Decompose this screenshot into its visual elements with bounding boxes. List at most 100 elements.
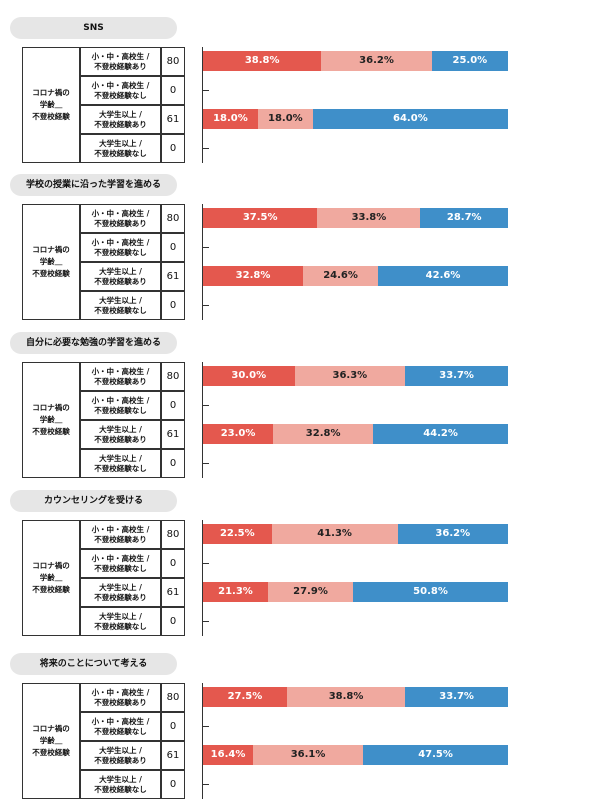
sample-size: 80 <box>161 204 185 233</box>
row-label: 大学生以上 / 不登校経験なし <box>80 134 161 163</box>
bar-segment: 27.5% <box>203 687 287 707</box>
row-label-text: 小・中・高校生 / 不登校経験あり <box>84 367 158 387</box>
sample-size: 0 <box>161 449 185 478</box>
row-label-line: 不登校経験なし <box>94 726 147 736</box>
stacked-bar: 32.8% 24.6% 42.6% <box>203 266 508 286</box>
stacked-bar: 23.0% 32.8% 44.2% <box>203 424 508 444</box>
axis-tick <box>202 563 209 564</box>
row-label-line: 大学生以上 / <box>99 424 142 434</box>
row-label-text: 小・中・高校生 / 不登校経験なし <box>84 81 158 101</box>
row-label-line: 大学生以上 / <box>99 453 142 463</box>
chart-section: SNS コロナ禍の 学齢＿ 不登校経験 小・中・高校生 / 不登校経験あり 80 38.8% 3… <box>0 17 600 172</box>
sample-size: 0 <box>161 607 185 636</box>
axis-tick <box>202 148 209 149</box>
row-label-text: 小・中・高校生 / 不登校経験あり <box>84 52 158 72</box>
chart-section: 学校の授業に沿った学習を進める コロナ禍の 学齢＿ 不登校経験 小・中・高校生 / 不登校… <box>0 174 600 329</box>
bar-segment: 36.2% <box>321 51 432 71</box>
sample-size: 0 <box>161 134 185 163</box>
row-label: 小・中・高校生 / 不登校経験あり <box>80 204 161 233</box>
group-label-line: 学齢＿ <box>39 257 63 266</box>
bar-segment: 42.6% <box>378 266 508 286</box>
bar-segment: 38.8% <box>286 687 406 707</box>
sample-size: 80 <box>161 47 185 76</box>
chart-section: カウンセリングを受ける コロナ禍の 学齢＿ 不登校経験 小・中・高校生 / 不登校経験あり… <box>0 490 600 645</box>
bar-segment: 41.3% <box>271 524 398 544</box>
row-label-line: 小・中・高校生 / <box>91 208 150 218</box>
row-label: 小・中・高校生 / 不登校経験あり <box>80 520 161 549</box>
row-label: 小・中・高校生 / 不登校経験なし <box>80 391 161 420</box>
row-label-line: 不登校経験あり <box>94 61 147 71</box>
row-label-line: 不登校経験あり <box>94 119 147 129</box>
row-label-text: 大学生以上 / 不登校経験あり <box>84 425 158 445</box>
row-label-text: 大学生以上 / 不登校経験あり <box>84 583 158 603</box>
row-label-line: 小・中・高校生 / <box>91 395 150 405</box>
stacked-bar: 21.3% 27.9% 50.8% <box>203 582 508 602</box>
row-label-line: 小・中・高校生 / <box>91 524 150 534</box>
axis-tick <box>202 90 209 91</box>
sample-size: 61 <box>161 741 185 770</box>
row-label-line: 小・中・高校生 / <box>91 237 150 247</box>
sample-size: 61 <box>161 105 185 134</box>
bar-segment: 16.4% <box>203 745 254 765</box>
group-label-line: 不登校経験 <box>32 585 70 594</box>
row-label-line: 不登校経験あり <box>94 592 147 602</box>
bar-segment: 30.0% <box>203 366 295 386</box>
row-label-line: 不登校経験あり <box>94 276 147 286</box>
row-label-line: 不登校経験なし <box>94 305 147 315</box>
row-label-line: 小・中・高校生 / <box>91 687 150 697</box>
group-label-line: コロナ禍の <box>32 403 70 412</box>
bar-segment: 37.5% <box>203 208 318 228</box>
axis-line <box>202 683 203 799</box>
group-label-line: 学齢＿ <box>39 415 63 424</box>
row-label-line: 不登校経験あり <box>94 534 147 544</box>
row-label: 大学生以上 / 不登校経験なし <box>80 449 161 478</box>
bar-segment: 32.8% <box>273 424 374 444</box>
row-label-line: 大学生以上 / <box>99 745 142 755</box>
group-label-line: 不登校経験 <box>32 427 70 436</box>
row-label-text: 大学生以上 / 不登校経験あり <box>84 110 158 130</box>
row-label-text: 大学生以上 / 不登校経験なし <box>84 296 158 316</box>
group-label-text: コロナ禍の 学齢＿ 不登校経験 <box>26 244 76 280</box>
row-label-line: 大学生以上 / <box>99 295 142 305</box>
group-label-line: コロナ禍の <box>32 245 70 254</box>
section-title: 学校の授業に沿った学習を進める <box>10 174 177 196</box>
stacked-bar: 22.5% 41.3% 36.2% <box>203 524 508 544</box>
group-label: コロナ禍の 学齢＿ 不登校経験 <box>22 520 80 636</box>
sample-size: 0 <box>161 549 185 578</box>
row-label-text: 大学生以上 / 不登校経験なし <box>84 612 158 632</box>
row-label-line: 不登校経験あり <box>94 755 147 765</box>
sample-size: 0 <box>161 76 185 105</box>
group-label: コロナ禍の学齢＿ 不登校経験 <box>22 362 80 478</box>
sample-size: 80 <box>161 362 185 391</box>
row-label: 小・中・高校生 / 不登校経験あり <box>80 47 161 76</box>
bar-segment: 38.8% <box>203 51 322 71</box>
row-label-text: 小・中・高校生 / 不登校経験なし <box>84 396 158 416</box>
row-label: 小・中・高校生 / 不登校経験なし <box>80 549 161 578</box>
row-label-line: 不登校経験なし <box>94 784 147 794</box>
group-label: コロナ禍の 学齢＿ 不登校経験 <box>22 47 80 163</box>
row-label-line: 大学生以上 / <box>99 266 142 276</box>
chart-section: 将来のことについて考えるコロナ禍の 学齢＿ 不登校経験 小・中・高校生 / 不登校経験あ… <box>0 653 600 808</box>
chart-section: 自分に必要な勉強の学習を進める コロナ禍の 学齢＿ 不登校経験 小・中・高校生 / 不登校… <box>0 332 600 487</box>
bar-segment: 33.8% <box>317 208 421 228</box>
bar-segment: 28.7% <box>420 208 508 228</box>
axis-tick <box>202 305 209 306</box>
axis-tick <box>202 463 209 464</box>
row-label-line: 大学生以上 / <box>99 611 142 621</box>
row-label-line: 小・中・高校生 / <box>91 51 150 61</box>
bar-segment: 64.0% <box>312 109 508 129</box>
row-label: 大学生以上 / 不登校経験あり <box>80 420 161 449</box>
section-title: 自分に必要な勉強の学習を進める <box>10 332 177 354</box>
stacked-bar: 30.0% 36.3% 33.7% <box>203 366 508 386</box>
axis-tick <box>202 784 209 785</box>
sample-size: 61 <box>161 262 185 291</box>
group-label: コロナ禍の 学齢＿ 不登校経験 <box>22 683 80 799</box>
section-title: 将来のことについて考える <box>10 653 177 675</box>
section-title: SNS <box>10 17 177 39</box>
row-label-text: 大学生以上 / 不登校経験なし <box>84 139 158 159</box>
bar-segment: 27.9% <box>267 582 354 602</box>
stacked-bar: 37.5% 33.8% 28.7% <box>203 208 508 228</box>
row-label-line: 不登校経験なし <box>94 563 147 573</box>
row-label-line: 小・中・高校生 / <box>91 80 150 90</box>
axis-line <box>202 47 203 163</box>
